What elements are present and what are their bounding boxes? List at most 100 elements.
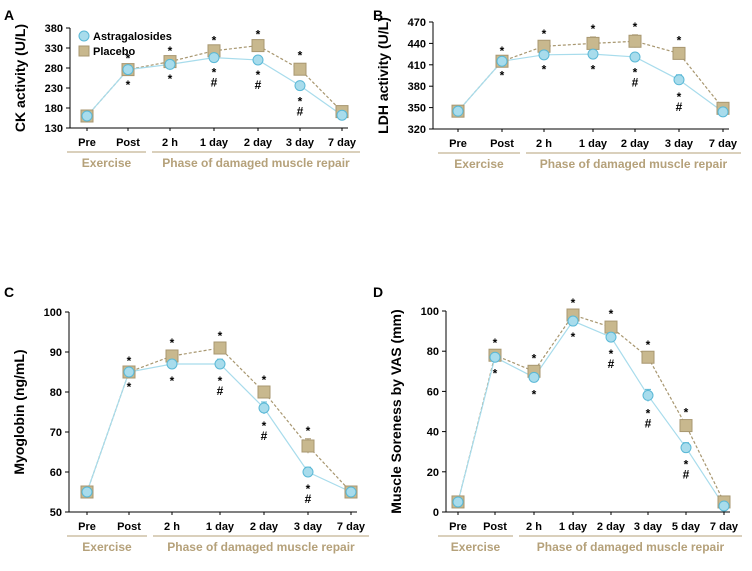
data-point-astragalosides	[452, 105, 464, 117]
y-tick-label: 90	[50, 347, 62, 359]
significance-marker: *	[633, 66, 638, 80]
repair-phase-label: Phase of damaged muscle repair	[167, 540, 355, 554]
panel-a: A 130 180 230 280 330 380 CK activity (U/L) Pre P…	[4, 7, 360, 170]
data-point-astragalosides	[81, 486, 93, 498]
y-tick-label: 100	[421, 306, 439, 318]
significance-marker: *	[306, 424, 311, 438]
significance-marker: *	[168, 72, 173, 86]
x-tick-label: 3 day	[634, 521, 663, 533]
y-tick-label: 380	[45, 23, 63, 35]
data-point-placebo	[251, 39, 265, 53]
y-tick-label: 470	[408, 17, 426, 29]
x-tick-label: 2 day	[621, 138, 650, 150]
significance-marker: *	[633, 20, 638, 34]
significance-marker: *	[646, 338, 651, 352]
y-tick-label: 20	[427, 467, 439, 479]
significance-marker: *	[298, 95, 303, 109]
legend-marker-placebo	[78, 45, 90, 57]
panel-b: B 320 350 380 410 440 470 LDH activity (U/L) Pre…	[373, 7, 741, 171]
y-tick-label: 180	[45, 103, 63, 115]
y-tick-label: 410	[408, 60, 426, 72]
x-tick-label: 7 day	[709, 138, 738, 150]
significance-marker: *	[493, 336, 498, 350]
x-tick-label: Post	[483, 521, 507, 533]
y-tick-label: 60	[50, 467, 62, 479]
significance-marker: *	[256, 27, 261, 41]
x-tick-label: 1 day	[206, 521, 235, 533]
panel-label: D	[373, 284, 383, 300]
x-tick-label: 2 day	[597, 521, 626, 533]
significance-marker: *	[609, 307, 614, 321]
data-point-astragalosides	[123, 366, 135, 378]
data-point-astragalosides	[122, 64, 134, 76]
legend-label-astragalosides: Astragalosides	[93, 31, 172, 43]
data-point-astragalosides	[294, 80, 306, 92]
significance-marker: #	[261, 429, 268, 443]
significance-marker: #	[255, 78, 262, 92]
data-point-astragalosides	[717, 106, 729, 118]
significance-marker: #	[608, 357, 615, 371]
significance-marker: *	[126, 51, 131, 65]
repair-phase-label: Phase of damaged muscle repair	[162, 156, 350, 170]
significance-marker: *	[500, 68, 505, 82]
x-tick-label: 2 h	[162, 137, 178, 149]
y-tick-label: 330	[45, 43, 63, 55]
significance-marker: #	[305, 492, 312, 506]
y-tick-label: 130	[45, 123, 63, 135]
x-tick-label: Pre	[449, 521, 467, 533]
significance-marker: *	[256, 68, 261, 82]
panel-d: D 0 20 40 60 80 100 Muscle Soreness by VAS (mm)…	[373, 284, 742, 554]
legend-label-placebo: Placebo	[93, 46, 135, 58]
y-tick-label: 350	[408, 103, 426, 115]
panel-label: B	[373, 7, 383, 23]
significance-marker: *	[571, 330, 576, 344]
x-tick-label: Post	[117, 521, 141, 533]
y-tick-label: 40	[427, 427, 439, 439]
x-tick-label: Pre	[449, 138, 467, 150]
exercise-phase-label: Exercise	[82, 156, 132, 170]
significance-marker: *	[298, 49, 303, 63]
x-tick-label: 2 h	[536, 138, 552, 150]
x-tick-label: 3 day	[294, 521, 323, 533]
panel-c: C 50 60 70 80 90 100 Myoglobin (ng/mL) Pre Post 2 …	[4, 284, 369, 554]
data-point-astragalosides	[208, 52, 220, 64]
x-tick-label: Post	[116, 137, 140, 149]
y-axis-title: Myoglobin (ng/mL)	[11, 349, 27, 474]
y-axis-title: CK activity (U/L)	[12, 24, 28, 132]
exercise-phase-label: Exercise	[82, 540, 132, 554]
data-point-placebo	[301, 439, 315, 453]
data-point-astragalosides	[673, 74, 685, 86]
data-point-placebo	[213, 341, 227, 355]
legend-marker-astragalosides	[78, 30, 90, 42]
significance-marker: *	[262, 419, 267, 433]
y-tick-label: 100	[44, 307, 62, 319]
data-point-astragalosides	[252, 54, 264, 66]
data-point-astragalosides	[605, 331, 617, 343]
data-point-astragalosides	[680, 442, 692, 454]
y-axis-title: LDH activity (U/L)	[375, 17, 391, 134]
exercise-phase-label: Exercise	[454, 157, 504, 171]
y-tick-label: 80	[50, 387, 62, 399]
y-tick-label: 230	[45, 83, 63, 95]
significance-marker: *	[127, 354, 132, 368]
x-tick-label: 5 day	[672, 521, 701, 533]
x-tick-label: Post	[490, 138, 514, 150]
y-tick-label: 280	[45, 63, 63, 75]
significance-marker: #	[211, 75, 218, 89]
data-point-astragalosides	[528, 371, 540, 383]
significance-marker: *	[218, 374, 223, 388]
data-point-astragalosides	[258, 402, 270, 414]
significance-marker: *	[571, 296, 576, 310]
significance-marker: *	[532, 387, 537, 401]
significance-marker: *	[170, 374, 175, 388]
exercise-phase-label: Exercise	[451, 540, 501, 554]
data-point-astragalosides	[81, 110, 93, 122]
x-tick-label: 7 day	[337, 521, 366, 533]
repair-phase-label: Phase of damaged muscle repair	[540, 157, 728, 171]
significance-marker: *	[677, 90, 682, 104]
data-point-placebo	[679, 419, 693, 433]
significance-marker: *	[212, 33, 217, 47]
data-point-astragalosides	[642, 389, 654, 401]
significance-marker: *	[542, 27, 547, 41]
significance-marker: *	[500, 44, 505, 58]
